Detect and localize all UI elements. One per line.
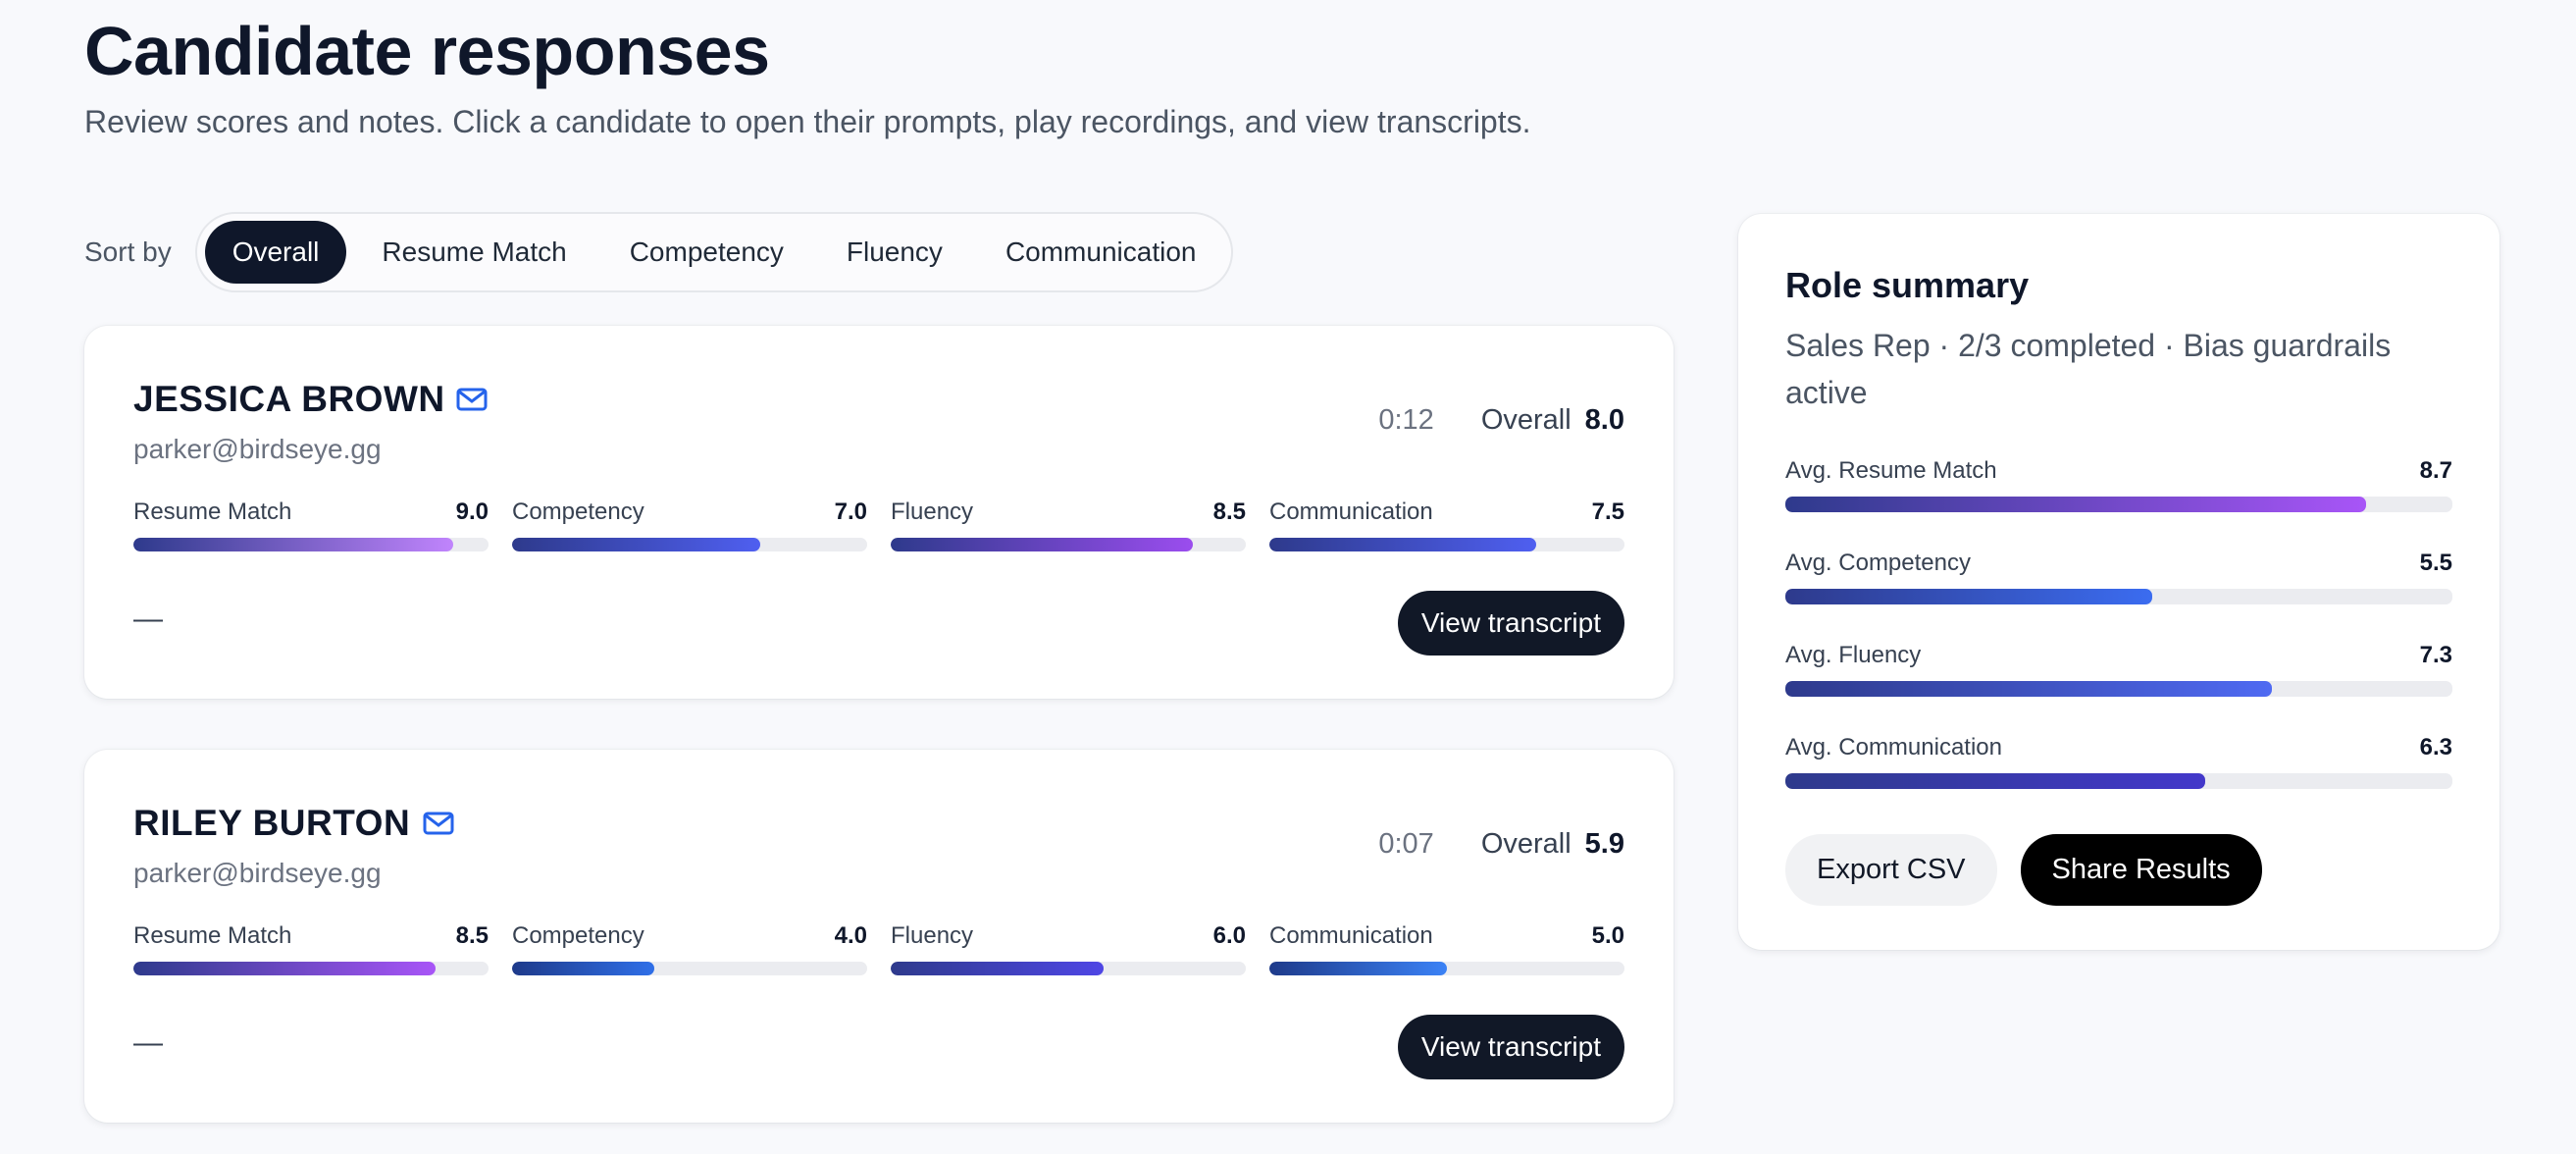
avg-bar-track bbox=[1785, 773, 2452, 789]
candidate-meta: 0:12 Overall 8.0 bbox=[1378, 404, 1624, 437]
metric-label: Communication bbox=[1269, 498, 1433, 525]
overall-label: Overall bbox=[1480, 828, 1571, 860]
sort-option-competency[interactable]: Competency bbox=[629, 236, 784, 267]
metric-value: 9.0 bbox=[455, 498, 489, 525]
metric-label: Fluency bbox=[891, 922, 974, 949]
metric-resume-match: Resume Match 9.0 bbox=[133, 498, 489, 551]
metric-value: 8.5 bbox=[1212, 498, 1246, 525]
score-bar-fill bbox=[1269, 538, 1536, 551]
recording-duration: 0:07 bbox=[1378, 828, 1434, 860]
score-bar-fill bbox=[133, 962, 436, 975]
avg-bar-fill bbox=[1785, 589, 2152, 604]
metric-fluency: Fluency 6.0 bbox=[891, 922, 1246, 975]
metric-competency: Competency 4.0 bbox=[512, 922, 867, 975]
candidate-meta: 0:07 Overall 5.9 bbox=[1378, 828, 1624, 861]
avg-label: Avg. Competency bbox=[1785, 550, 1971, 576]
metric-value: 6.0 bbox=[1212, 922, 1246, 949]
sort-option-overall[interactable]: Overall bbox=[204, 221, 347, 284]
score-bar-fill bbox=[512, 538, 761, 551]
metric-value: 4.0 bbox=[834, 922, 867, 949]
sort-label: Sort by bbox=[84, 236, 172, 267]
metric-label: Fluency bbox=[891, 498, 974, 525]
candidate-card[interactable]: RILEY BURTON parker@birdseye.gg 0:07 Ove… bbox=[84, 750, 1674, 1123]
metric-fluency: Fluency 8.5 bbox=[891, 498, 1246, 551]
avg-communication: Avg. Communication 6.3 bbox=[1785, 734, 2452, 789]
metric-label: Resume Match bbox=[133, 922, 292, 949]
role-summary-panel: Role summary Sales Rep · 2/3 completed ·… bbox=[1738, 214, 2499, 950]
avg-value: 5.5 bbox=[2419, 550, 2452, 576]
metric-label: Resume Match bbox=[133, 498, 292, 525]
avg-label: Avg. Resume Match bbox=[1785, 457, 1997, 484]
metric-value: 8.5 bbox=[455, 922, 489, 949]
metric-label: Competency bbox=[512, 922, 644, 949]
avg-bar-fill bbox=[1785, 773, 2206, 789]
avg-resume-match: Avg. Resume Match 8.7 bbox=[1785, 457, 2452, 512]
overall-score: 5.9 bbox=[1584, 828, 1624, 860]
sort-bar: Sort by Overall Resume Match Competency … bbox=[84, 212, 1234, 292]
avg-bar-fill bbox=[1785, 497, 2366, 512]
sort-option-resume-match[interactable]: Resume Match bbox=[382, 236, 567, 267]
score-bar-track bbox=[512, 538, 867, 551]
score-bar-track bbox=[133, 962, 489, 975]
avg-bar-fill bbox=[1785, 681, 2273, 697]
score-bar-fill bbox=[1269, 962, 1447, 975]
candidate-name: JESSICA BROWN bbox=[133, 379, 445, 419]
candidate-notes: — bbox=[133, 1026, 163, 1059]
metric-value: 7.5 bbox=[1591, 498, 1624, 525]
candidate-email: parker@birdseye.gg bbox=[133, 434, 382, 464]
share-results-button[interactable]: Share Results bbox=[2020, 834, 2262, 906]
avg-fluency: Avg. Fluency 7.3 bbox=[1785, 642, 2452, 697]
score-bar-track bbox=[512, 962, 867, 975]
score-bar-fill bbox=[512, 962, 654, 975]
average-scores: Avg. Resume Match 8.7 Avg. Competency 5.5 … bbox=[1785, 457, 2452, 826]
view-transcript-button[interactable]: View transcript bbox=[1397, 591, 1624, 656]
sort-option-communication[interactable]: Communication bbox=[1005, 236, 1197, 267]
metric-resume-match: Resume Match 8.5 bbox=[133, 922, 489, 975]
score-bar-fill bbox=[891, 962, 1105, 975]
candidate-name: RILEY BURTON bbox=[133, 803, 411, 843]
score-bar-track bbox=[1269, 962, 1624, 975]
view-transcript-button[interactable]: View transcript bbox=[1397, 1015, 1624, 1079]
score-bar-track bbox=[891, 962, 1246, 975]
score-bar-fill bbox=[891, 538, 1193, 551]
export-csv-button[interactable]: Export CSV bbox=[1785, 834, 1997, 906]
score-bar-fill bbox=[133, 538, 453, 551]
recording-duration: 0:12 bbox=[1378, 404, 1434, 436]
score-bar-track bbox=[891, 538, 1246, 551]
metric-communication: Communication 7.5 bbox=[1269, 498, 1624, 551]
avg-value: 8.7 bbox=[2419, 457, 2452, 484]
metric-value: 7.0 bbox=[834, 498, 867, 525]
sort-option-fluency[interactable]: Fluency bbox=[846, 236, 943, 267]
score-metrics: Resume Match 9.0 Competency 7.0 Fluency 8.5… bbox=[133, 498, 1624, 551]
avg-value: 7.3 bbox=[2419, 642, 2452, 668]
metric-competency: Competency 7.0 bbox=[512, 498, 867, 551]
avg-competency: Avg. Competency 5.5 bbox=[1785, 550, 2452, 604]
metric-label: Competency bbox=[512, 498, 644, 525]
avg-bar-track bbox=[1785, 589, 2452, 604]
avg-value: 6.3 bbox=[2419, 734, 2452, 761]
score-bar-track bbox=[1269, 538, 1624, 551]
metric-label: Communication bbox=[1269, 922, 1433, 949]
avg-bar-track bbox=[1785, 681, 2452, 697]
page-subtitle: Review scores and notes. Click a candida… bbox=[84, 104, 1531, 139]
overall-score: 8.0 bbox=[1584, 404, 1624, 436]
avg-label: Avg. Fluency bbox=[1785, 642, 1922, 668]
mail-icon[interactable] bbox=[455, 385, 489, 414]
avg-bar-track bbox=[1785, 497, 2452, 512]
summary-title: Role summary bbox=[1785, 265, 2030, 305]
candidate-card[interactable]: JESSICA BROWN parker@birdseye.gg 0:12 Ov… bbox=[84, 326, 1674, 699]
avg-label: Avg. Communication bbox=[1785, 734, 2002, 761]
candidate-email: parker@birdseye.gg bbox=[133, 858, 382, 888]
metric-communication: Communication 5.0 bbox=[1269, 922, 1624, 975]
summary-subtitle: Sales Rep · 2/3 completed · Bias guardra… bbox=[1785, 328, 2392, 410]
candidate-notes: — bbox=[133, 603, 163, 635]
page-title: Candidate responses bbox=[84, 13, 770, 89]
mail-icon[interactable] bbox=[422, 809, 455, 838]
metric-value: 5.0 bbox=[1591, 922, 1624, 949]
sort-options: Overall Resume Match Competency Fluency … bbox=[194, 212, 1234, 292]
score-metrics: Resume Match 8.5 Competency 4.0 Fluency 6.0… bbox=[133, 922, 1624, 975]
summary-actions: Export CSV Share Results bbox=[1785, 834, 2262, 906]
overall-label: Overall bbox=[1480, 404, 1571, 436]
score-bar-track bbox=[133, 538, 489, 551]
